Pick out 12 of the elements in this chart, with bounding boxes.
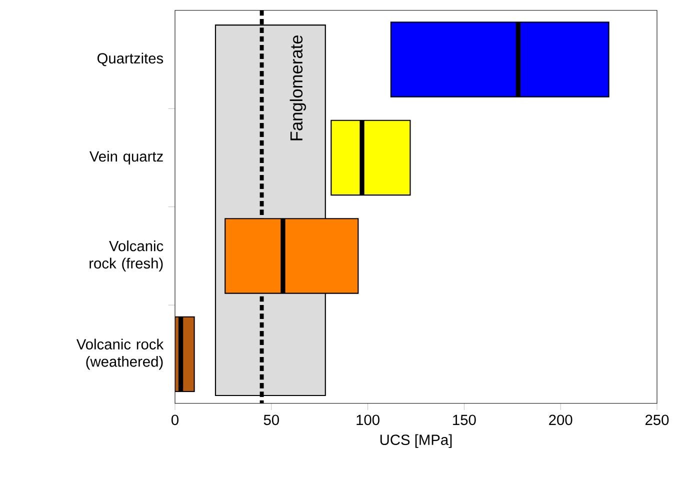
x-tick-label: 50 <box>264 414 279 425</box>
band-label: Fanglomerate <box>290 35 306 140</box>
y-tick-label: Quartzites <box>97 52 164 66</box>
y-tick-label: Volcanic rock (weathered) <box>76 338 164 370</box>
x-tick-label: 250 <box>645 414 669 425</box>
x-axis-title: UCS [MPa] <box>380 434 452 448</box>
x-tick-label: 0 <box>171 414 178 425</box>
y-tick-label: Volcanic rock (fresh) <box>90 240 164 272</box>
x-tick-label: 200 <box>549 414 572 425</box>
x-tick-label: 100 <box>356 414 380 425</box>
x-tick-label: 150 <box>453 414 476 425</box>
y-tick-label: Vein quartz <box>89 150 163 164</box>
